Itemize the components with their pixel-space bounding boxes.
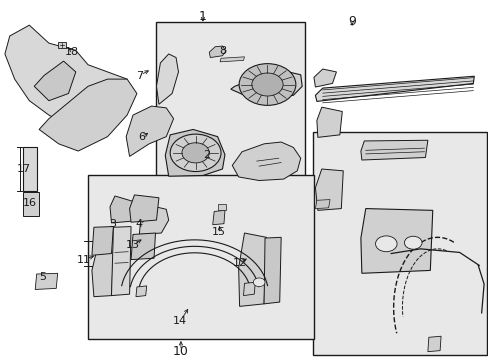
Polygon shape bbox=[315, 199, 329, 208]
Circle shape bbox=[404, 236, 421, 249]
Polygon shape bbox=[264, 237, 281, 304]
Polygon shape bbox=[58, 42, 66, 48]
Polygon shape bbox=[243, 282, 255, 296]
Polygon shape bbox=[313, 69, 336, 87]
Polygon shape bbox=[126, 106, 173, 157]
Polygon shape bbox=[315, 76, 473, 102]
Polygon shape bbox=[39, 79, 137, 151]
Circle shape bbox=[182, 143, 209, 163]
Polygon shape bbox=[23, 192, 39, 216]
Polygon shape bbox=[23, 148, 37, 190]
Text: 1: 1 bbox=[199, 10, 206, 23]
Text: 6: 6 bbox=[138, 132, 145, 142]
Text: 14: 14 bbox=[173, 316, 186, 326]
Polygon shape bbox=[230, 72, 302, 98]
Polygon shape bbox=[220, 57, 244, 62]
Polygon shape bbox=[92, 226, 113, 255]
Polygon shape bbox=[165, 130, 224, 176]
Text: 5: 5 bbox=[40, 272, 46, 282]
Polygon shape bbox=[156, 54, 178, 104]
Polygon shape bbox=[5, 25, 127, 126]
Polygon shape bbox=[131, 233, 155, 260]
Text: 15: 15 bbox=[212, 227, 225, 237]
Text: 2: 2 bbox=[203, 150, 209, 160]
Polygon shape bbox=[35, 273, 58, 289]
Circle shape bbox=[253, 278, 264, 287]
Polygon shape bbox=[232, 142, 300, 180]
Polygon shape bbox=[316, 107, 342, 138]
Polygon shape bbox=[217, 204, 225, 210]
Text: 11: 11 bbox=[77, 255, 91, 265]
Text: 18: 18 bbox=[65, 47, 79, 57]
FancyBboxPatch shape bbox=[155, 22, 304, 195]
Polygon shape bbox=[136, 286, 146, 297]
Circle shape bbox=[239, 64, 295, 105]
Text: 13: 13 bbox=[126, 239, 140, 249]
Text: 16: 16 bbox=[22, 198, 36, 208]
Text: 9: 9 bbox=[347, 15, 355, 28]
Polygon shape bbox=[360, 140, 427, 160]
Text: 3: 3 bbox=[109, 219, 116, 229]
Polygon shape bbox=[139, 207, 168, 234]
Circle shape bbox=[251, 73, 283, 96]
Polygon shape bbox=[212, 210, 224, 225]
Circle shape bbox=[375, 236, 396, 252]
Polygon shape bbox=[315, 169, 343, 210]
Polygon shape bbox=[427, 336, 440, 352]
Polygon shape bbox=[129, 195, 159, 222]
Text: 12: 12 bbox=[232, 258, 246, 268]
Polygon shape bbox=[34, 61, 76, 101]
Text: 8: 8 bbox=[219, 46, 225, 56]
Polygon shape bbox=[238, 233, 266, 306]
Polygon shape bbox=[92, 250, 113, 297]
Polygon shape bbox=[209, 46, 225, 58]
Polygon shape bbox=[110, 196, 133, 223]
FancyBboxPatch shape bbox=[88, 175, 313, 339]
Polygon shape bbox=[111, 226, 131, 296]
Text: 4: 4 bbox=[136, 219, 142, 229]
FancyBboxPatch shape bbox=[312, 132, 486, 355]
Text: 10: 10 bbox=[173, 345, 188, 358]
Text: 7: 7 bbox=[136, 71, 142, 81]
Text: 17: 17 bbox=[17, 164, 30, 174]
Circle shape bbox=[170, 134, 221, 171]
Polygon shape bbox=[360, 208, 432, 273]
